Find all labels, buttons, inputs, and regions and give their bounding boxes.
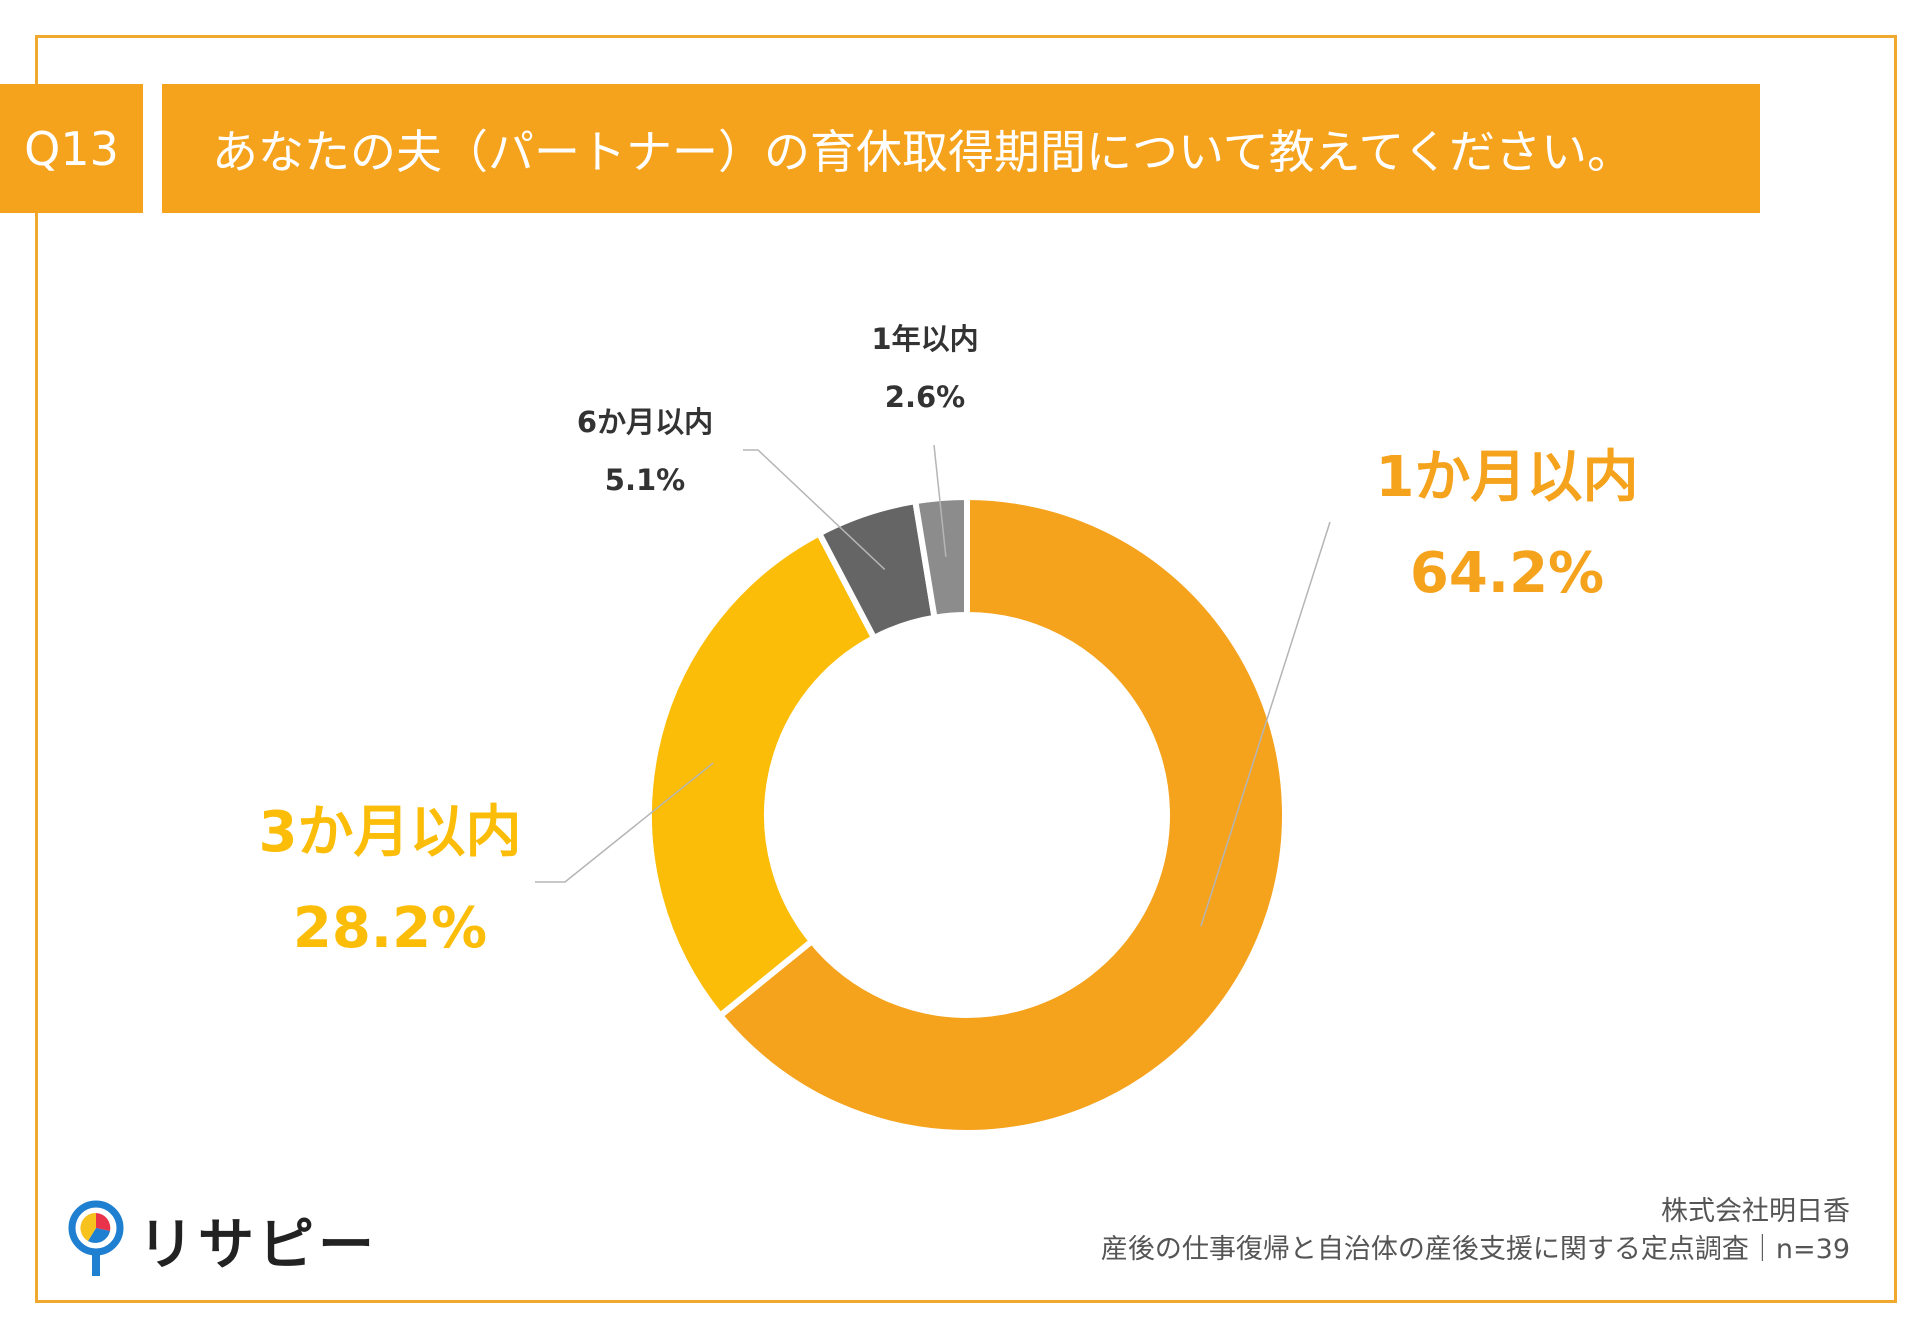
leader-line-1month bbox=[1200, 521, 1331, 927]
leader-line-6month bbox=[743, 449, 886, 570]
pin-pie-icon bbox=[68, 1200, 124, 1276]
leader-line-1year bbox=[933, 444, 947, 557]
slice-label-3month: 3か月以内 28.2% bbox=[240, 785, 540, 977]
slice-category-1month: 1か月以内 bbox=[1375, 445, 1639, 510]
leader-line-3month bbox=[535, 762, 714, 883]
chart-frame bbox=[35, 35, 1897, 1303]
slice-value-3month: 28.2% bbox=[292, 896, 488, 961]
slice-label-1month: 1か月以内 64.2% bbox=[1362, 430, 1652, 622]
slice-category-1year: 1年以内 bbox=[871, 322, 979, 356]
donut-slice-1year bbox=[911, 493, 970, 622]
question-title: あなたの夫（パートナー）の育休取得期間について教えてください。 bbox=[212, 124, 1633, 179]
slice-value-1year: 2.6% bbox=[884, 380, 966, 414]
risapy-logo: リサピー bbox=[68, 1200, 378, 1280]
question-number-badge: Q13 bbox=[0, 84, 143, 213]
slice-category-6month: 6か月以内 bbox=[576, 405, 714, 439]
footer-company: 株式会社明日香 bbox=[1661, 1196, 1850, 1227]
logo-text: リサピー bbox=[138, 1212, 378, 1278]
footer-source: 株式会社明日香 産後の仕事復帰と自治体の産後支援に関する定点調査｜n=39 bbox=[1101, 1193, 1850, 1269]
question-number: Q13 bbox=[24, 121, 119, 176]
donut-slice-3month bbox=[646, 529, 879, 1020]
donut-slice-1month bbox=[716, 493, 1288, 1136]
slice-category-3month: 3か月以内 bbox=[258, 800, 522, 865]
footer-survey: 産後の仕事復帰と自治体の産後支援に関する定点調査｜n=39 bbox=[1100, 1234, 1850, 1265]
slice-value-1month: 64.2% bbox=[1409, 541, 1605, 606]
slice-label-1year: 1年以内 2.6% bbox=[845, 310, 1005, 426]
slice-value-6month: 5.1% bbox=[604, 463, 686, 497]
question-title-bar: あなたの夫（パートナー）の育休取得期間について教えてください。 bbox=[162, 84, 1760, 213]
slice-label-6month: 6か月以内 5.1% bbox=[545, 393, 745, 509]
